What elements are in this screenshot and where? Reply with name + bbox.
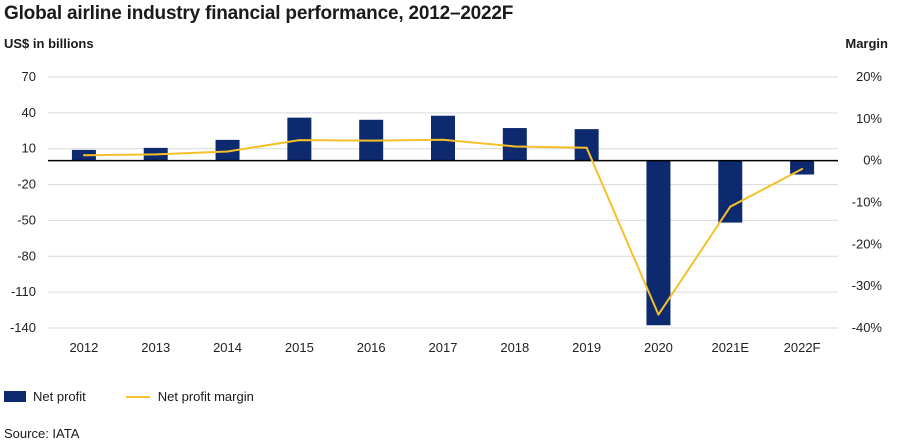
margin-point-2015: [298, 139, 301, 142]
x-tick-2012: 2012: [69, 340, 98, 355]
legend: Net profit Net profit margin: [4, 389, 254, 404]
x-tick-2021E: 2021E: [711, 340, 749, 355]
margin-point-2013: [154, 153, 157, 156]
x-tick-2013: 2013: [141, 340, 170, 355]
y-tick-right: 10%: [856, 111, 882, 126]
legend-swatch-net-profit-margin: [125, 395, 150, 398]
source-note: Source: IATA: [4, 426, 80, 441]
y-tick-right: 20%: [856, 69, 882, 84]
bar-2021E: [718, 160, 743, 223]
y-tick-right: -20%: [852, 236, 883, 251]
legend-label-net-profit: Net profit: [33, 389, 86, 404]
y-tick-right: 0%: [863, 153, 882, 168]
margin-point-2020: [657, 313, 660, 316]
y-tick-left: -140: [10, 320, 36, 335]
x-tick-2015: 2015: [285, 340, 314, 355]
y-tick-right: -40%: [852, 320, 883, 335]
legend-label-net-profit-margin: Net profit margin: [157, 389, 254, 404]
y-tick-left: 10: [22, 141, 36, 156]
y-tick-left: 40: [22, 105, 36, 120]
line-series-net-profit-margin: [82, 138, 804, 316]
legend-swatch-net-profit: [4, 391, 26, 402]
margin-point-2017: [442, 138, 444, 141]
margin-point-2018: [513, 145, 516, 148]
y-tick-left: -80: [17, 248, 36, 263]
x-tick-2014: 2014: [213, 340, 242, 355]
y-tick-left: -20: [17, 177, 36, 192]
margin-point-2021E: [729, 205, 732, 208]
bar-2019: [574, 129, 599, 161]
x-tick-2022F: 2022F: [784, 340, 821, 355]
bar-2015: [287, 117, 312, 161]
x-tick-2017: 2017: [429, 340, 458, 355]
x-tick-2016: 2016: [357, 340, 386, 355]
bar-2018: [502, 128, 527, 161]
y-axis-right-label: Margin: [845, 36, 888, 51]
tick-labels: 70 40 10 -20 -50 -80 -110 -140 20% 10% 0% -10% -20% -…: [10, 69, 882, 355]
margin-point-2016: [370, 139, 373, 142]
margin-point-2012: [82, 154, 85, 157]
x-tick-2019: 2019: [572, 340, 601, 355]
bar-2014: [215, 139, 240, 161]
margin-point-2014: [226, 150, 229, 153]
bar-2017: [431, 115, 455, 161]
y-tick-right: -30%: [852, 278, 883, 293]
y-tick-left: 70: [22, 69, 36, 84]
chart-title: Global airline industry financial perfor…: [4, 3, 514, 24]
margin-point-2019: [585, 146, 588, 149]
y-tick-left: -110: [11, 284, 36, 299]
margin-point-2022F: [801, 168, 804, 171]
x-tick-2020: 2020: [644, 340, 673, 355]
y-tick-right: -10%: [852, 195, 883, 210]
x-tick-2018: 2018: [500, 340, 529, 355]
y-tick-left: -50: [17, 212, 36, 227]
gridlines: [48, 76, 838, 329]
margin-line: [83, 138, 803, 316]
y-axis-left-label: US$ in billions: [4, 36, 94, 51]
